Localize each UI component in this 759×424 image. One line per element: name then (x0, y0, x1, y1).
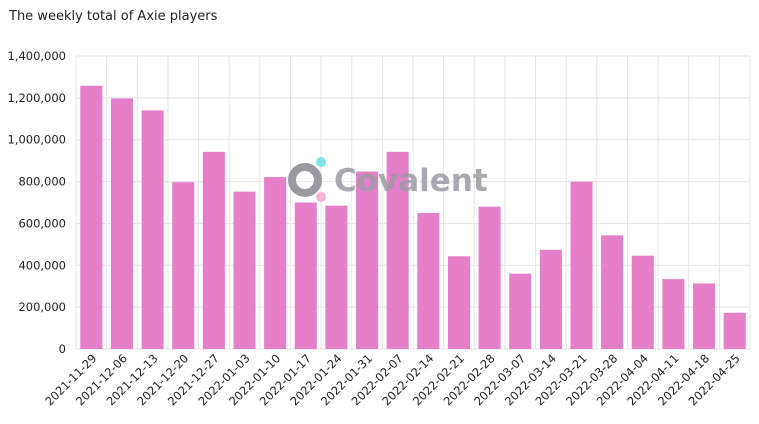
y-tick-label: 1,400,000 (7, 49, 66, 63)
bar[interactable] (172, 182, 195, 349)
bar[interactable] (110, 98, 133, 349)
chart-title: The weekly total of Axie players (9, 9, 218, 24)
y-axis: 0 200,000 400,000 600,000 800,000 1,000,000 1,… (7, 49, 66, 356)
bar[interactable] (509, 273, 532, 349)
y-tick-label: 1,000,000 (7, 133, 66, 147)
bar[interactable] (264, 176, 287, 349)
bar[interactable] (233, 191, 256, 349)
watermark-ring-icon (288, 163, 322, 197)
watermark: Covalent (288, 157, 488, 202)
bar[interactable] (570, 181, 593, 349)
watermark-dot-top-icon (316, 157, 326, 167)
y-tick-label: 800,000 (18, 175, 66, 189)
bar[interactable] (202, 151, 225, 349)
watermark-dot-bottom-icon (316, 192, 326, 202)
bar[interactable] (141, 110, 164, 350)
bar[interactable] (693, 283, 716, 349)
bar[interactable] (447, 256, 470, 349)
x-axis: 2021-11-292021-12-062021-12-132021-12-20… (42, 351, 743, 408)
bar[interactable] (417, 212, 440, 349)
bar[interactable] (478, 206, 501, 349)
bar[interactable] (325, 205, 348, 349)
bar[interactable] (386, 151, 409, 349)
grid-layer (75, 55, 751, 350)
y-tick-label: 0 (59, 342, 66, 356)
bar[interactable] (723, 312, 746, 349)
bar[interactable] (80, 85, 103, 350)
y-tick-label: 1,200,000 (7, 91, 66, 105)
y-tick-label: 200,000 (18, 300, 66, 314)
y-tick-label: 400,000 (18, 258, 66, 272)
bar[interactable] (294, 202, 317, 350)
watermark-text: Covalent (334, 163, 488, 199)
bar[interactable] (601, 235, 624, 349)
bar[interactable] (631, 255, 654, 349)
bar[interactable] (356, 171, 379, 349)
bar[interactable] (539, 249, 562, 349)
y-tick-label: 600,000 (18, 216, 66, 230)
bars-layer (80, 85, 746, 350)
bar[interactable] (662, 279, 685, 349)
